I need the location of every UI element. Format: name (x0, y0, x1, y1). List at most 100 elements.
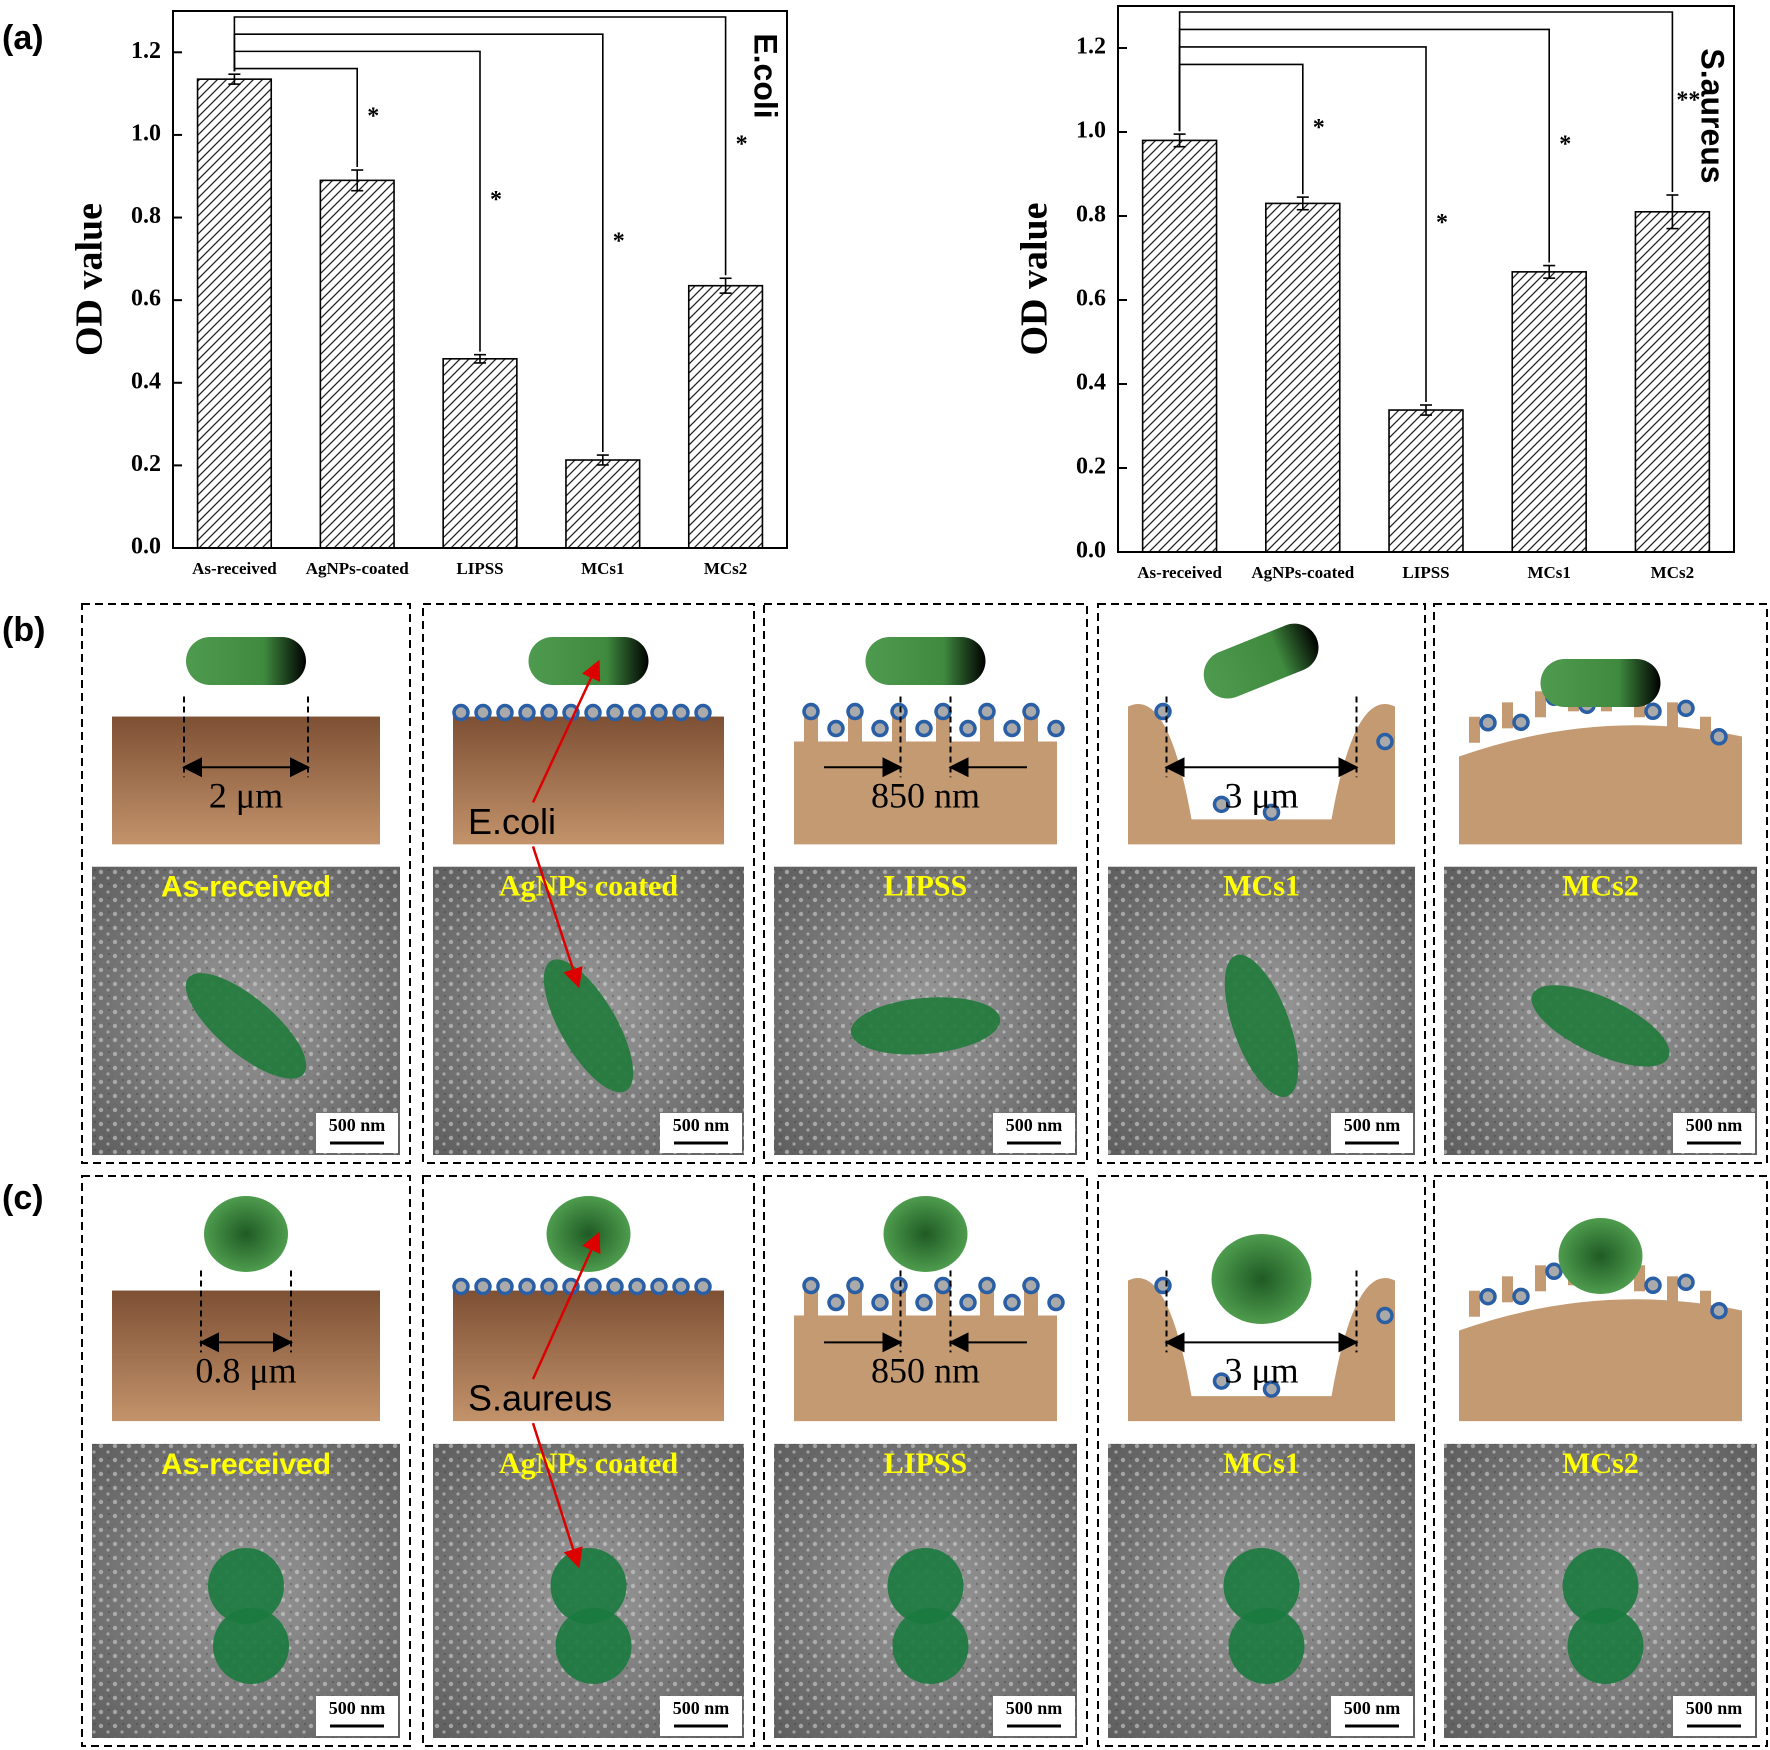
significance-label: ** (1676, 88, 1700, 114)
panel-frame (1097, 603, 1426, 1164)
significance-label: * (1559, 132, 1571, 158)
bacterium (865, 637, 986, 685)
nanoparticle (1512, 1287, 1530, 1306)
dimension-label: 2 μm (209, 776, 283, 816)
scale-bar-box (660, 1696, 742, 1736)
error-bar (474, 353, 486, 364)
scale-bar-box (316, 1113, 398, 1153)
panel-frame (1433, 1175, 1768, 1747)
pillar (1502, 1276, 1513, 1303)
scale-bar-label: 500 nm (1006, 1115, 1063, 1135)
bacterium (528, 637, 649, 685)
nanoparticle (915, 719, 933, 738)
x-tick-label: MCs1 (581, 559, 624, 578)
panel-label: (c) (2, 1179, 44, 1217)
nanoparticle (1022, 702, 1040, 721)
panel-frame (763, 603, 1088, 1164)
organism-label: S.aureus (468, 1378, 612, 1419)
y-tick-label: 1.0 (1076, 118, 1106, 144)
panel-frame (1097, 1175, 1426, 1747)
nanoparticle (1154, 1276, 1172, 1295)
nanoparticle (978, 1276, 996, 1295)
scale-bar-label: 500 nm (673, 1115, 730, 1135)
substrate (112, 1290, 380, 1422)
pillar (1535, 1265, 1546, 1292)
nanoparticle (890, 1276, 908, 1295)
nanoparticle (978, 702, 996, 721)
sem-bacterium (555, 1607, 632, 1684)
chart-title: S.aureus (1695, 48, 1731, 183)
pillar (1700, 1290, 1711, 1317)
pillar (1502, 702, 1513, 729)
substrate (453, 716, 724, 845)
scale-bar-box (1331, 1696, 1413, 1736)
axis-frame (172, 10, 788, 549)
x-tick-label: MCs2 (704, 559, 747, 578)
nanoparticle (1003, 719, 1021, 738)
sem-bacterium (850, 997, 1001, 1055)
dimension-label: 850 nm (871, 776, 980, 816)
nanoparticle (606, 703, 624, 722)
scale-bar-label: 500 nm (1344, 1115, 1401, 1135)
bacterium (546, 1196, 631, 1272)
nanoparticle (1022, 1276, 1040, 1295)
error-bar (1420, 404, 1432, 416)
x-tick-label: LIPSS (1402, 563, 1449, 582)
nanoparticle (540, 703, 558, 722)
scale-bar-label: 500 nm (1686, 1698, 1743, 1718)
y-tick-label: 0.4 (1076, 370, 1106, 396)
nanoparticle (1677, 699, 1695, 718)
nanoparticle (628, 1277, 646, 1296)
error-bar (351, 169, 364, 192)
significance-bracket (1178, 11, 1674, 192)
scale-bar-box (316, 1696, 398, 1736)
significance-label: * (1436, 210, 1448, 236)
pillar (1667, 702, 1678, 729)
panel-label: (b) (2, 611, 45, 649)
sem-label: MCs1 (1223, 1447, 1300, 1480)
nanoparticle (827, 719, 845, 738)
bacterium (883, 1196, 968, 1272)
error-bar (596, 454, 609, 466)
error-bar (1173, 133, 1186, 148)
panel-frame (422, 1175, 755, 1747)
y-tick-label: 1.2 (131, 38, 161, 64)
nanoparticle (915, 1293, 933, 1312)
nanoparticle (474, 1277, 492, 1296)
substrate (1459, 725, 1742, 845)
nanoparticle (1479, 1287, 1497, 1306)
scale-bar-label: 500 nm (1344, 1698, 1401, 1718)
sem-bacterium (1228, 1607, 1305, 1684)
scale-bar-label: 500 nm (1006, 1698, 1063, 1718)
sem-label: LIPSS (884, 870, 967, 903)
y-tick-label: 0.8 (131, 203, 161, 229)
nanoparticle (518, 1277, 536, 1296)
sem-bacterium (208, 1547, 284, 1624)
y-tick-label: 0.0 (131, 534, 161, 560)
sem-bacterium (892, 1607, 969, 1684)
x-tick-label: As-received (1137, 563, 1222, 582)
x-tick-label: MCs2 (1651, 563, 1694, 582)
nanoparticle (1047, 719, 1065, 738)
scale-bar-label: 500 nm (329, 1698, 386, 1718)
nanoparticle (871, 1293, 889, 1312)
scale-bar-box (1673, 1696, 1755, 1736)
bar (196, 78, 273, 549)
significance-bracket (233, 33, 604, 453)
nanoparticle (672, 703, 690, 722)
scale-bar-box (993, 1696, 1075, 1736)
nanoparticle (934, 702, 952, 721)
nanoparticle (650, 703, 668, 722)
nanoparticle (672, 1277, 690, 1296)
pointer-arrow (531, 845, 583, 989)
nanoparticle (1644, 702, 1662, 721)
axis-frame (1117, 5, 1735, 553)
bacterium (204, 1196, 288, 1272)
nanoparticle (959, 1293, 977, 1312)
nanoparticle (452, 1277, 470, 1296)
nanoparticle (1154, 702, 1172, 721)
nanoparticle (584, 1277, 602, 1296)
bar (687, 284, 764, 549)
nanoparticle (474, 703, 492, 722)
nanoparticle (1262, 1380, 1281, 1398)
